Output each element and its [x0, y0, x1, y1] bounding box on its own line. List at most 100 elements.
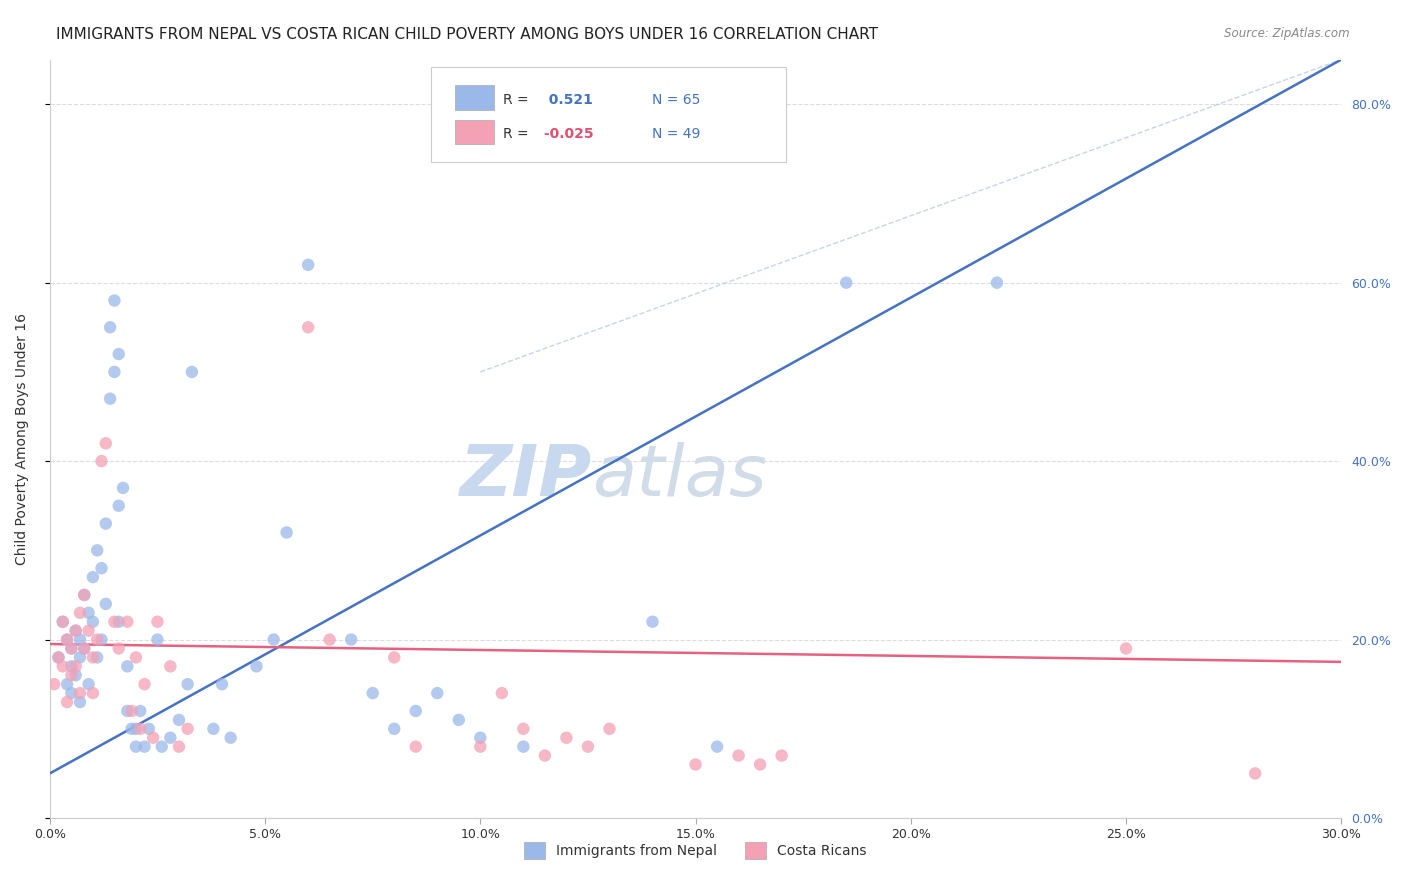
Point: [382, 722, 405, 736]
Point: [134, 739, 156, 754]
Point: [48, 650, 70, 665]
Point: [69, 606, 91, 620]
Point: [77, 606, 100, 620]
Text: atlas: atlas: [592, 442, 766, 511]
Text: Source: ZipAtlas.com: Source: ZipAtlas.com: [1225, 27, 1350, 40]
Point: [245, 659, 267, 673]
Point: [470, 739, 492, 754]
Text: N = 49: N = 49: [651, 127, 700, 141]
Point: [598, 722, 620, 736]
Point: [52, 615, 75, 629]
Point: [65, 624, 87, 638]
Point: [125, 722, 148, 736]
Point: [52, 659, 75, 673]
Point: [86, 543, 108, 558]
Point: [98, 320, 121, 334]
Point: [86, 632, 108, 647]
Point: [60, 668, 83, 682]
Point: [77, 624, 100, 638]
Point: [107, 641, 129, 656]
Point: [176, 722, 198, 736]
Point: [555, 731, 578, 745]
Point: [770, 748, 793, 763]
Point: [117, 615, 139, 629]
Point: [167, 713, 190, 727]
Point: [65, 668, 87, 682]
Point: [44, 677, 66, 691]
Point: [69, 650, 91, 665]
Point: [159, 659, 181, 673]
Point: [103, 365, 125, 379]
Text: R =: R =: [503, 93, 529, 107]
Point: [340, 632, 363, 647]
Point: [447, 713, 470, 727]
Point: [146, 632, 169, 647]
Point: [512, 739, 534, 754]
Point: [176, 677, 198, 691]
Point: [60, 659, 83, 673]
Point: [82, 650, 104, 665]
Point: [73, 588, 96, 602]
Point: [142, 731, 165, 745]
Point: [129, 704, 152, 718]
Point: [150, 739, 173, 754]
Point: [835, 276, 858, 290]
Point: [986, 276, 1008, 290]
Point: [121, 722, 143, 736]
Text: N = 65: N = 65: [651, 93, 700, 107]
Point: [180, 365, 202, 379]
Point: [202, 722, 225, 736]
Point: [146, 615, 169, 629]
Point: [94, 597, 117, 611]
Legend: Immigrants from Nepal, Costa Ricans: Immigrants from Nepal, Costa Ricans: [519, 836, 872, 864]
Point: [125, 739, 148, 754]
Text: 0.521: 0.521: [540, 93, 593, 107]
Text: R =: R =: [503, 127, 529, 141]
Point: [111, 481, 134, 495]
Point: [73, 641, 96, 656]
Point: [426, 686, 449, 700]
Point: [107, 347, 129, 361]
Point: [125, 650, 148, 665]
Point: [297, 258, 319, 272]
Point: [211, 677, 233, 691]
FancyBboxPatch shape: [456, 120, 494, 144]
Point: [382, 650, 405, 665]
Point: [69, 686, 91, 700]
Point: [69, 695, 91, 709]
Point: [685, 757, 707, 772]
Point: [297, 320, 319, 334]
Y-axis label: Child Poverty Among Boys Under 16: Child Poverty Among Boys Under 16: [15, 313, 30, 565]
Point: [98, 392, 121, 406]
Point: [107, 499, 129, 513]
Point: [94, 516, 117, 531]
Point: [56, 632, 79, 647]
Point: [727, 748, 749, 763]
Point: [263, 632, 285, 647]
Point: [405, 739, 427, 754]
Point: [69, 632, 91, 647]
Point: [121, 704, 143, 718]
Text: ZIP: ZIP: [460, 442, 592, 511]
Point: [167, 739, 190, 754]
FancyBboxPatch shape: [456, 86, 494, 110]
Point: [512, 722, 534, 736]
Point: [86, 650, 108, 665]
Point: [56, 695, 79, 709]
Point: [159, 731, 181, 745]
Point: [641, 615, 664, 629]
Text: IMMIGRANTS FROM NEPAL VS COSTA RICAN CHILD POVERTY AMONG BOYS UNDER 16 CORRELATI: IMMIGRANTS FROM NEPAL VS COSTA RICAN CHI…: [56, 27, 879, 42]
Point: [52, 615, 75, 629]
Point: [48, 650, 70, 665]
Point: [749, 757, 772, 772]
Point: [82, 570, 104, 584]
Point: [90, 454, 112, 468]
Point: [65, 659, 87, 673]
Point: [470, 731, 492, 745]
Point: [134, 677, 156, 691]
Point: [94, 436, 117, 450]
Point: [706, 739, 728, 754]
Point: [60, 686, 83, 700]
Point: [361, 686, 384, 700]
Point: [103, 293, 125, 308]
